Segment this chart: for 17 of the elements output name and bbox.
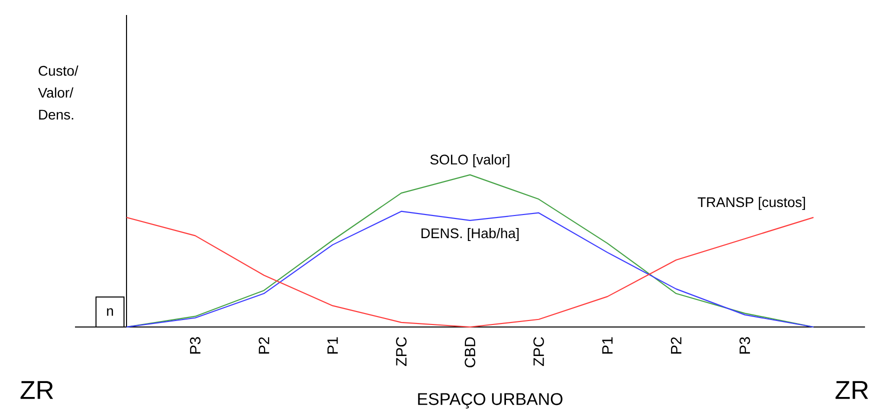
x-axis-title: ESPAÇO URBANO	[418, 393, 562, 408]
series-label: SOLO [valor]	[430, 154, 510, 168]
text: ZR	[20, 381, 54, 399]
text: ZR	[836, 381, 868, 399]
series-label: TRANSP [custos]	[698, 196, 805, 210]
annotation: n	[107, 308, 113, 316]
x-tick-label: CBD	[464, 337, 476, 368]
x-tick-label: P1	[327, 337, 338, 354]
x-tick-label: ZPC	[533, 337, 544, 366]
x-tick-label: ZPC	[396, 337, 407, 366]
x-tick-label: P1	[602, 337, 613, 354]
x-tick-label: P2	[670, 337, 682, 354]
series-label: DENS. [Hab/ha]	[422, 228, 519, 241]
x-tick-label: P3	[190, 337, 201, 354]
x-tick-label: P3	[740, 337, 750, 354]
x-tick-label: P2	[258, 337, 270, 354]
y-axis-title: Custo/ Valor/ Dens.	[38, 66, 78, 120]
